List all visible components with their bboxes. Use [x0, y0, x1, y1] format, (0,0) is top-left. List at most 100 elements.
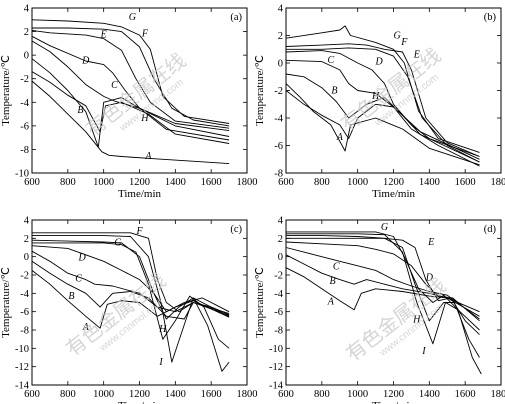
- y-tick-label: -8: [274, 326, 283, 337]
- y-tick-label: 0: [278, 252, 283, 263]
- series-line-H: [285, 90, 480, 167]
- y-tick-label: 4: [24, 216, 30, 227]
- series-label-C: C: [111, 80, 118, 91]
- series-label-F: F: [135, 226, 143, 237]
- y-axis-label: Temperature/℃: [254, 55, 266, 126]
- series-line-I: [286, 233, 482, 375]
- x-tick-label: 1600: [455, 389, 476, 400]
- panel-label: (d): [484, 224, 497, 235]
- y-tick-label: -2: [20, 74, 29, 85]
- series-line-B: [31, 260, 230, 320]
- series-line-F: [32, 27, 230, 127]
- y-tick-label: -14: [269, 381, 284, 392]
- series-label-C: C: [327, 55, 334, 66]
- y-tick-label: -14: [15, 381, 30, 392]
- x-tick-label: 800: [60, 177, 76, 188]
- series-label-G: G: [114, 238, 121, 249]
- chart-panel: 600 800 1000 1200 1400 1600 1800 4 2 0 -2 -4 -6 -8 -10…: [0, 216, 258, 404]
- series-line-C: [31, 250, 230, 314]
- panel-label: (c): [230, 224, 242, 235]
- x-tick-label: 1800: [237, 177, 258, 188]
- x-tick-label: 600: [278, 389, 294, 400]
- x-tick-label: 1000: [93, 389, 114, 400]
- y-tick-label: -8: [20, 326, 29, 337]
- y-tick-label: -4: [274, 289, 283, 300]
- x-tick-label: 1200: [129, 389, 150, 400]
- x-tick-label: 1600: [201, 389, 222, 400]
- series-line-A: [285, 267, 480, 313]
- y-tick-label: -12: [269, 362, 283, 373]
- x-tick-label: 1200: [129, 177, 150, 188]
- series-line-G: [285, 25, 480, 153]
- y-tick-label: -8: [20, 145, 29, 156]
- series-label-A: A: [336, 132, 344, 143]
- y-tick-label: 2: [278, 234, 283, 245]
- series-label-E: E: [427, 237, 434, 248]
- series-line-B: [285, 254, 480, 317]
- series-line-F: [285, 43, 480, 157]
- y-tick-label: -4: [20, 98, 29, 109]
- series-line-A: [285, 83, 480, 166]
- series-label-C: C: [75, 273, 82, 284]
- x-tick-label: 1200: [383, 389, 404, 400]
- y-tick-label: -6: [274, 141, 283, 152]
- x-tick-label: 800: [60, 389, 76, 400]
- y-tick-label: -6: [20, 307, 29, 318]
- series-line-A: [31, 270, 230, 329]
- x-tick-label: 1000: [93, 177, 114, 188]
- series-label-A: A: [144, 151, 152, 162]
- series-line-D: [31, 245, 230, 313]
- series-line-C: [31, 40, 230, 137]
- x-tick-label: 1400: [165, 177, 186, 188]
- x-tick-label: 1800: [237, 389, 258, 400]
- y-tick-label: -10: [269, 344, 283, 355]
- y-tick-label: -4: [274, 114, 283, 125]
- x-tick-label: 1800: [491, 389, 505, 400]
- y-tick-label: 4: [278, 216, 284, 227]
- x-axis-label: Time/min: [118, 188, 161, 200]
- x-tick-label: 800: [314, 177, 330, 188]
- series-line-B: [31, 58, 230, 148]
- series-line-G: [286, 231, 480, 331]
- series-line-E: [286, 47, 480, 163]
- series-label-D: D: [375, 56, 384, 67]
- y-tick-label: 2: [24, 27, 29, 38]
- y-axis-label: Temperature/℃: [0, 55, 12, 126]
- y-tick-label: -12: [15, 362, 29, 373]
- x-tick-label: 1800: [491, 177, 505, 188]
- series-line-C: [285, 247, 480, 320]
- series-label-D: D: [81, 55, 90, 66]
- series-label-H: H: [158, 324, 167, 335]
- x-tick-label: 1400: [165, 389, 186, 400]
- series-line-H: [31, 71, 230, 144]
- x-tick-label: 600: [278, 177, 294, 188]
- series-label-I: I: [158, 357, 163, 368]
- x-tick-label: 600: [24, 389, 40, 400]
- series-label-E: E: [413, 50, 420, 61]
- series-label-A: A: [82, 322, 90, 333]
- x-tick-label: 1600: [455, 177, 476, 188]
- y-tick-label: -2: [274, 271, 283, 282]
- x-axis-label: Time/min: [372, 400, 415, 404]
- series-label-D: D: [78, 252, 87, 263]
- panel-label: (a): [230, 12, 242, 23]
- x-tick-label: 800: [314, 389, 330, 400]
- series-label-F: F: [141, 28, 149, 39]
- series-label-B: B: [330, 276, 336, 287]
- y-tick-label: 0: [278, 59, 283, 70]
- y-tick-label: -2: [20, 271, 29, 282]
- y-tick-label: 0: [24, 252, 29, 263]
- x-tick-label: 1000: [347, 389, 368, 400]
- y-tick-label: 4: [24, 4, 30, 15]
- y-tick-label: -10: [15, 169, 29, 180]
- y-tick-label: -6: [20, 121, 29, 132]
- x-tick-label: 1400: [419, 389, 440, 400]
- series-line-I: [32, 235, 230, 372]
- chart-panel: 600 800 1000 1200 1400 1600 1800 4 2 0 -2 -4 -6 -8 -10…: [254, 216, 505, 404]
- series-label-F: F: [400, 37, 408, 48]
- series-label-H: H: [140, 113, 149, 124]
- series-label-B: B: [331, 85, 337, 96]
- series-line-D: [31, 35, 230, 132]
- y-tick-label: 2: [278, 31, 283, 42]
- x-tick-label: 1000: [347, 177, 368, 188]
